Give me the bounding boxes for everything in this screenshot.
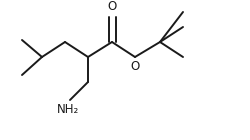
Text: O: O: [130, 60, 140, 73]
Text: O: O: [108, 0, 116, 13]
Text: NH₂: NH₂: [57, 103, 79, 116]
